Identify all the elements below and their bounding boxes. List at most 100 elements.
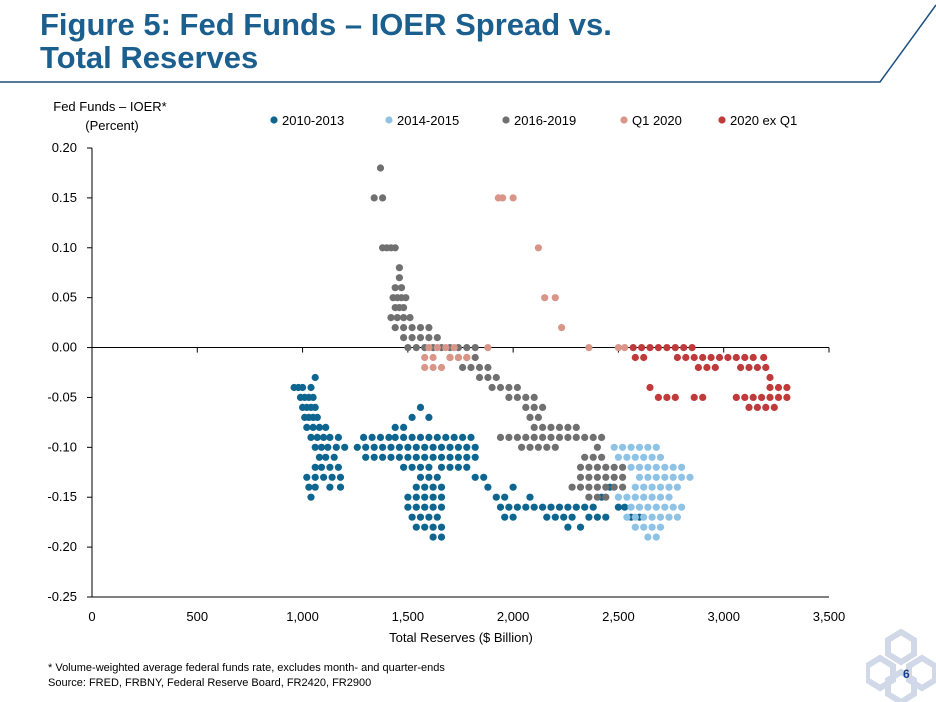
title-underline	[0, 4, 936, 83]
data-point	[437, 453, 446, 461]
data-point	[770, 403, 778, 411]
x-tick-label: 500	[186, 609, 208, 624]
data-point	[379, 453, 387, 461]
series-2014-2015	[610, 443, 694, 541]
data-point	[593, 483, 602, 491]
data-point	[541, 294, 549, 302]
data-point	[526, 493, 534, 501]
data-point	[783, 393, 791, 401]
data-point	[425, 513, 433, 521]
data-point	[505, 383, 513, 392]
data-point	[669, 463, 677, 471]
data-point	[429, 503, 437, 511]
data-point	[311, 483, 319, 491]
legend-label: Q1 2020	[632, 113, 682, 128]
data-point	[421, 443, 429, 451]
data-point	[661, 503, 669, 511]
data-point	[385, 433, 393, 441]
data-point	[753, 403, 762, 411]
data-point	[555, 503, 564, 511]
data-point	[665, 493, 673, 501]
legend-label: 2016-2019	[514, 113, 576, 128]
data-point	[631, 483, 639, 491]
data-point	[463, 453, 471, 461]
legend-label: 2010-2013	[282, 113, 344, 128]
data-point	[619, 483, 627, 491]
data-point	[602, 493, 610, 501]
data-point	[336, 483, 345, 491]
data-point	[416, 324, 425, 332]
data-point	[673, 483, 682, 491]
data-point	[450, 344, 458, 352]
data-point	[646, 383, 654, 392]
data-point	[543, 513, 551, 521]
title-line-2: Total Reserves	[40, 40, 259, 75]
data-point	[362, 443, 370, 451]
data-point	[558, 324, 566, 332]
data-point	[745, 403, 753, 411]
data-point	[311, 403, 319, 411]
data-point	[416, 334, 425, 342]
data-point	[619, 473, 627, 481]
data-point	[429, 493, 437, 501]
data-point	[652, 463, 660, 471]
data-point	[585, 513, 593, 521]
data-point	[437, 483, 446, 491]
data-point	[652, 533, 660, 541]
data-point	[631, 453, 639, 461]
data-point	[509, 483, 517, 491]
data-point	[509, 194, 517, 202]
legend-marker	[385, 116, 393, 124]
data-point	[631, 493, 639, 501]
data-point	[711, 363, 719, 372]
data-point	[732, 353, 740, 362]
data-point	[395, 453, 403, 461]
data-point	[334, 433, 342, 441]
data-point	[673, 513, 682, 521]
data-point	[669, 473, 677, 481]
data-point	[526, 443, 534, 451]
data-point	[694, 363, 703, 372]
data-point	[665, 483, 673, 491]
data-point	[303, 423, 311, 431]
data-point	[623, 493, 631, 501]
data-point	[619, 443, 627, 451]
data-point	[627, 463, 635, 471]
data-point	[334, 463, 342, 471]
data-point	[412, 503, 420, 511]
data-point	[463, 443, 471, 451]
data-point	[648, 483, 656, 491]
data-point	[513, 393, 522, 401]
data-point	[572, 433, 580, 441]
data-point	[463, 344, 471, 352]
data-point	[564, 523, 572, 531]
data-point	[421, 503, 429, 511]
data-point	[585, 344, 593, 352]
data-point	[690, 393, 698, 401]
data-point	[530, 423, 538, 431]
data-point	[395, 443, 403, 451]
data-point	[317, 463, 326, 471]
data-point	[404, 493, 412, 501]
data-point	[564, 503, 572, 511]
data-point	[387, 443, 395, 451]
data-point	[680, 344, 688, 352]
data-point	[543, 443, 551, 451]
data-point	[555, 423, 564, 431]
x-tick-label: 3,000	[707, 609, 740, 624]
data-point	[492, 493, 500, 501]
data-point	[627, 443, 635, 451]
data-point	[585, 493, 593, 501]
data-point	[402, 294, 410, 302]
data-point	[648, 493, 656, 501]
data-point	[484, 373, 492, 382]
data-point	[665, 513, 673, 521]
data-point	[640, 513, 648, 521]
data-point	[421, 453, 429, 461]
data-point	[623, 453, 631, 461]
data-point	[450, 433, 458, 441]
data-point	[429, 523, 437, 531]
data-point	[602, 483, 610, 491]
data-point	[326, 483, 334, 491]
data-point	[429, 453, 437, 461]
